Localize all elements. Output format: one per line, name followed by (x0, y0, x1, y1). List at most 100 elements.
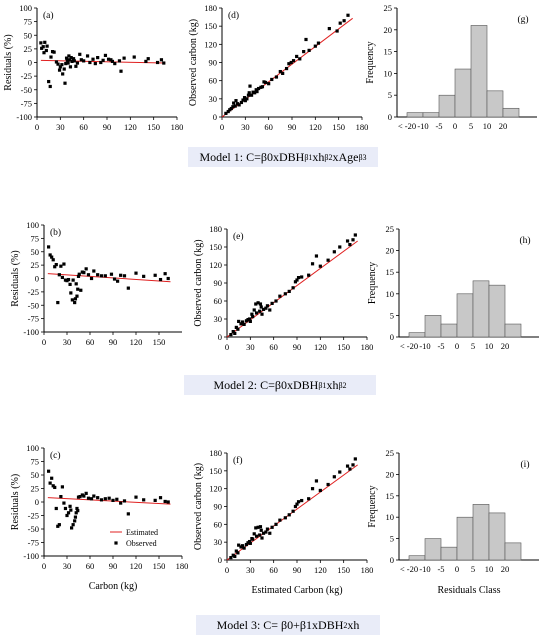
y-tick-label: 20 (386, 246, 395, 256)
histogram-bar (472, 504, 490, 561)
data-point (265, 304, 270, 308)
data-point (39, 41, 43, 45)
data-point (56, 300, 60, 305)
x-tick-label: 5 (471, 341, 475, 351)
panel-label: (d) (228, 10, 239, 21)
y-axis-label: Residuals (%) (10, 250, 21, 306)
data-point (93, 61, 97, 66)
y-tick-label: 100 (19, 3, 32, 13)
data-point (92, 269, 96, 273)
panel-g: 0 5 10 15 20 25 < -20 -10 -5 0 5 10 20 (g) Frequency (365, 3, 537, 131)
x-tick-label: 10 (485, 341, 494, 351)
legend-label: Estimated (126, 528, 158, 537)
data-point (116, 279, 120, 283)
data-point (60, 485, 64, 489)
model-1-caption: Model 1: C=β0xDBH β1 xh β2 xAge β3 (188, 147, 378, 167)
data-point (293, 280, 298, 284)
data-point (310, 487, 315, 491)
x-tick-label: 90 (103, 122, 112, 132)
y-tick-label: 0 (388, 112, 392, 122)
data-point (307, 497, 311, 501)
data-point (304, 37, 308, 42)
data-point (89, 497, 94, 501)
data-point (69, 508, 73, 512)
data-point (256, 525, 260, 529)
x-axis-label: Carbon (kg) (89, 581, 138, 592)
data-point (296, 500, 301, 504)
x-tick-label: 0 (453, 121, 457, 131)
data-point (158, 277, 163, 282)
data-point (76, 509, 80, 513)
data-point (237, 319, 241, 323)
data-point (41, 45, 45, 49)
data-point (289, 60, 293, 65)
data-point (252, 532, 256, 536)
caption-text: Model 1: C=β0xDBH (199, 149, 305, 164)
y-tick-label: 25 (24, 44, 33, 54)
x-tick-label: < -20 (400, 341, 418, 351)
x-axis-label: Estimated Carbon (kg) (251, 585, 342, 596)
y-tick-label: -100 (16, 112, 32, 122)
data-point (153, 273, 157, 277)
y-axis-label: Frequency (367, 262, 378, 304)
data-point (284, 66, 289, 71)
data-point (126, 512, 130, 516)
x-tick-label: 120 (124, 122, 137, 132)
data-point (256, 301, 260, 305)
data-point (73, 300, 77, 305)
data-point (232, 101, 236, 105)
y-tick-label: 90 (214, 502, 223, 512)
data-point (298, 57, 302, 61)
data-point (54, 262, 58, 267)
data-point (48, 84, 52, 89)
data-point (296, 276, 301, 280)
y-tick-label: 25 (386, 448, 395, 458)
data-point (122, 56, 126, 60)
data-point (71, 523, 75, 527)
data-point (57, 68, 62, 72)
data-point (57, 523, 61, 527)
data-point (59, 495, 63, 499)
data-point (291, 509, 295, 513)
data-point (332, 250, 336, 254)
x-tick-label: 150 (153, 337, 166, 347)
data-point (53, 485, 57, 490)
histogram-bar (424, 538, 442, 561)
data-point (240, 320, 245, 324)
data-point (260, 536, 264, 540)
y-tick-label: -75 (28, 538, 39, 548)
y-tick-label: 20 (384, 25, 393, 35)
data-point (166, 500, 170, 504)
data-point (78, 52, 82, 56)
y-axis-label: Residuals (%) (3, 34, 14, 90)
x-tick-label: 0 (225, 342, 229, 352)
y-tick-label: 0 (390, 555, 394, 565)
y-tick-label: 180 (204, 3, 217, 13)
data-point (259, 528, 263, 532)
data-point (233, 331, 237, 335)
data-point (224, 111, 228, 115)
data-point (342, 19, 346, 23)
x-tick-label: 150 (332, 122, 345, 132)
y-tick-label: -50 (21, 85, 32, 95)
data-point (74, 64, 78, 68)
histogram-bar (488, 284, 506, 338)
data-point (103, 497, 107, 501)
data-point (234, 549, 238, 553)
x-tick-label: -5 (437, 564, 444, 574)
data-point (254, 526, 258, 530)
data-point (283, 292, 287, 296)
model-2-caption: Model 2: C=β0xDBH β1 xh β2 (184, 375, 376, 395)
data-point (229, 556, 233, 560)
x-tick-label: 0 (225, 565, 229, 575)
data-point (60, 63, 64, 67)
y-tick-label: 120 (209, 484, 222, 494)
histogram-bar (456, 516, 474, 561)
histogram-bar (504, 542, 522, 561)
data-point (318, 488, 322, 493)
x-tick-label: 120 (130, 561, 143, 571)
data-point (248, 541, 252, 545)
data-point (86, 273, 91, 277)
data-point (264, 530, 268, 534)
data-point (61, 72, 65, 76)
